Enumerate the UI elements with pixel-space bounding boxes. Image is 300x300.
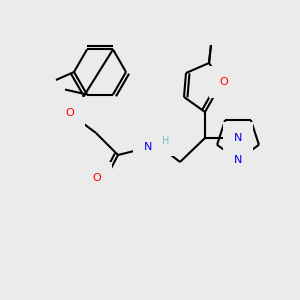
Text: N: N	[234, 133, 242, 143]
Text: N: N	[144, 142, 152, 152]
Text: O: O	[92, 173, 101, 183]
Text: N: N	[234, 155, 242, 165]
Text: O: O	[66, 108, 74, 118]
Text: H: H	[162, 136, 169, 146]
Text: O: O	[220, 77, 228, 87]
